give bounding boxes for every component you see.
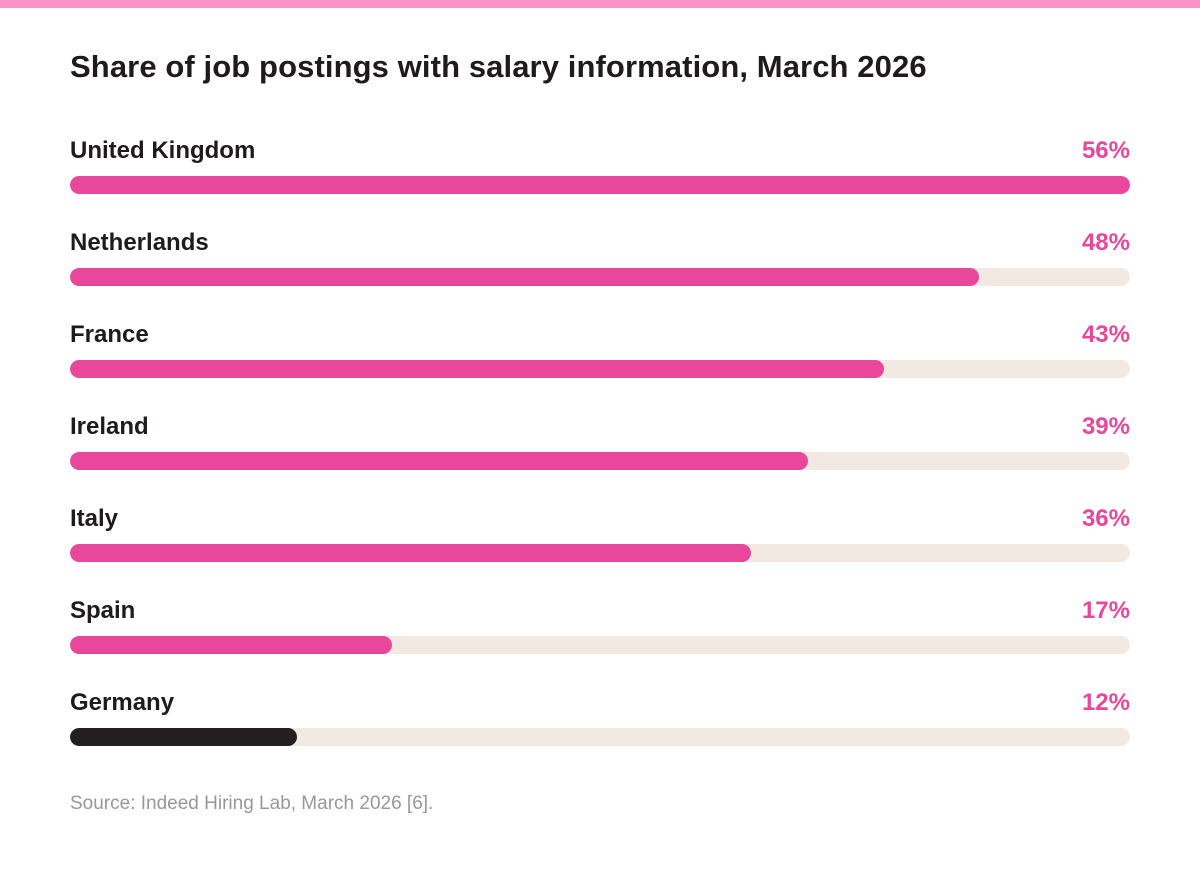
- category-label: Netherlands: [70, 229, 209, 256]
- value-label: 12%: [1081, 689, 1130, 716]
- value-label: 39%: [1081, 413, 1130, 440]
- bar-ireland: [70, 452, 808, 470]
- bar-row-italy: Italy 36%: [70, 502, 1130, 594]
- bar-track: [70, 544, 1130, 562]
- bar-row-netherlands: Netherlands 48%: [70, 226, 1130, 318]
- bar-track: [70, 268, 1130, 286]
- bar-row-header: Spain 17%: [70, 594, 1130, 630]
- category-label: France: [70, 321, 149, 348]
- bar-row-header: Ireland 39%: [70, 410, 1130, 446]
- bar-track: [70, 452, 1130, 470]
- bar-track: [70, 636, 1130, 654]
- bar-united-kingdom: [70, 176, 1130, 194]
- bar-row-header: Netherlands 48%: [70, 226, 1130, 262]
- bar-chart: United Kingdom 56% Netherlands 48% France 43%…: [70, 134, 1130, 778]
- bar-track: [70, 360, 1130, 378]
- bar-track: [70, 728, 1130, 746]
- bar-france: [70, 360, 884, 378]
- category-label: Spain: [70, 597, 136, 624]
- bar-row-header: Italy 36%: [70, 502, 1130, 538]
- value-label: 43%: [1081, 321, 1130, 348]
- bar-germany: [70, 728, 297, 746]
- category-label: Germany: [70, 689, 175, 716]
- bar-italy: [70, 544, 751, 562]
- source-note: Source: Indeed Hiring Lab, March 2026 [6…: [70, 793, 434, 814]
- bar-track: [70, 176, 1130, 194]
- top-accent-stripe: [0, 0, 1200, 8]
- bar-row-header: United Kingdom 56%: [70, 134, 1130, 170]
- bar-row-france: France 43%: [70, 318, 1130, 410]
- category-label: Ireland: [70, 413, 149, 440]
- bar-netherlands: [70, 268, 979, 286]
- bar-spain: [70, 636, 392, 654]
- bar-row-spain: Spain 17%: [70, 594, 1130, 686]
- value-label: 36%: [1081, 505, 1130, 532]
- bar-row-ireland: Ireland 39%: [70, 410, 1130, 502]
- bar-row-germany: Germany 12%: [70, 686, 1130, 778]
- value-label: 56%: [1081, 137, 1130, 164]
- category-label: United Kingdom: [70, 137, 256, 164]
- chart-title: Share of job postings with salary inform…: [70, 49, 927, 84]
- bar-row-header: France 43%: [70, 318, 1130, 354]
- category-label: Italy: [70, 505, 119, 532]
- bar-row-united-kingdom: United Kingdom 56%: [70, 134, 1130, 226]
- value-label: 17%: [1081, 597, 1130, 624]
- bar-row-header: Germany 12%: [70, 686, 1130, 722]
- value-label: 48%: [1081, 229, 1130, 256]
